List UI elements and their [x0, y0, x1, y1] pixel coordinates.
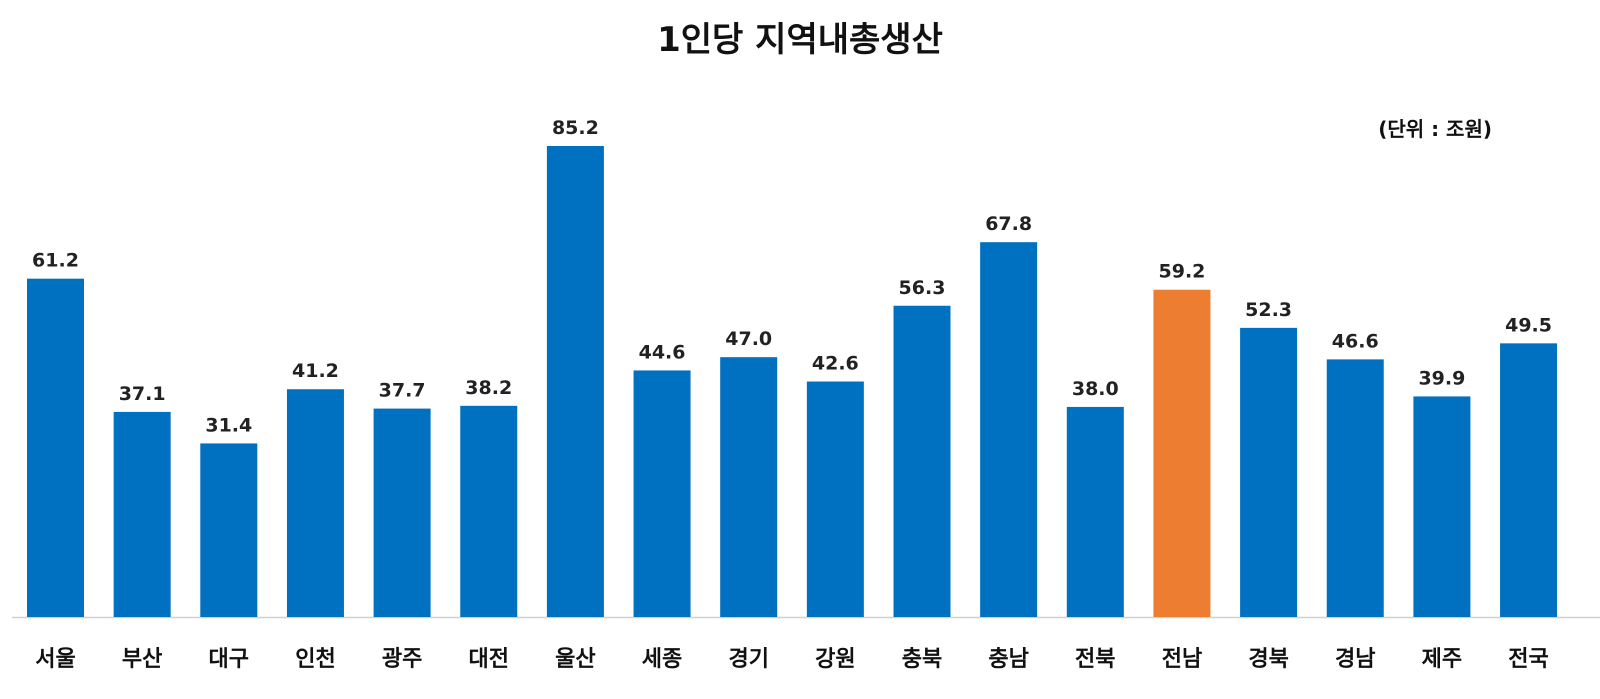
category-label: 경남	[1335, 647, 1375, 672]
bar	[546, 146, 604, 617]
data-label: 37.7	[379, 380, 426, 402]
category-label: 대전	[469, 647, 509, 672]
category-label: 전국	[1508, 647, 1548, 672]
bar	[1326, 359, 1384, 617]
bar	[286, 389, 344, 617]
data-label: 38.2	[465, 377, 512, 399]
data-label: 52.3	[1245, 299, 1292, 321]
category-label: 울산	[555, 647, 595, 672]
category-label: 인천	[295, 647, 335, 672]
chart-title: 1인당 지역내총생산	[657, 20, 943, 60]
bar	[1240, 327, 1298, 617]
category-label: 부산	[122, 647, 162, 672]
bar	[460, 405, 518, 617]
bar	[980, 242, 1038, 618]
data-label: 47.0	[725, 328, 772, 350]
bar	[1153, 289, 1211, 617]
data-label: 37.1	[119, 383, 166, 405]
data-label: 85.2	[552, 117, 599, 139]
bar	[1500, 343, 1558, 617]
data-label: 59.2	[1159, 261, 1206, 283]
category-label: 충북	[902, 647, 942, 672]
category-label: 대구	[209, 647, 249, 672]
unit-label: (단위 : 조원)	[1378, 117, 1492, 141]
bar	[1066, 406, 1124, 617]
category-label: 세종	[642, 647, 682, 672]
data-label: 49.5	[1505, 314, 1552, 336]
data-label: 41.2	[292, 360, 339, 382]
category-label: 강원	[815, 647, 855, 672]
data-label: 44.6	[639, 341, 686, 363]
bar	[27, 278, 84, 617]
bar	[1413, 396, 1471, 617]
category-label: 광주	[382, 647, 422, 672]
data-label: 38.0	[1072, 378, 1119, 400]
bar	[200, 443, 258, 617]
bar	[806, 381, 864, 617]
bar	[893, 305, 951, 617]
data-label: 31.4	[205, 414, 252, 436]
bar	[633, 370, 691, 617]
category-label: 충남	[988, 647, 1028, 672]
bar	[373, 408, 431, 617]
category-label: 경기	[728, 647, 768, 672]
category-label: 서울	[35, 647, 75, 672]
data-label: 61.2	[32, 250, 79, 272]
data-label: 42.6	[812, 353, 859, 375]
data-label: 56.3	[899, 277, 946, 299]
category-label: 경북	[1248, 647, 1288, 672]
data-label: 67.8	[985, 213, 1032, 235]
bar	[113, 411, 171, 617]
data-label: 39.9	[1418, 367, 1465, 389]
category-label: 전남	[1162, 647, 1202, 672]
bar	[720, 357, 778, 617]
category-label: 전북	[1075, 647, 1115, 672]
data-label: 46.6	[1332, 330, 1379, 352]
category-label: 제주	[1422, 647, 1462, 672]
